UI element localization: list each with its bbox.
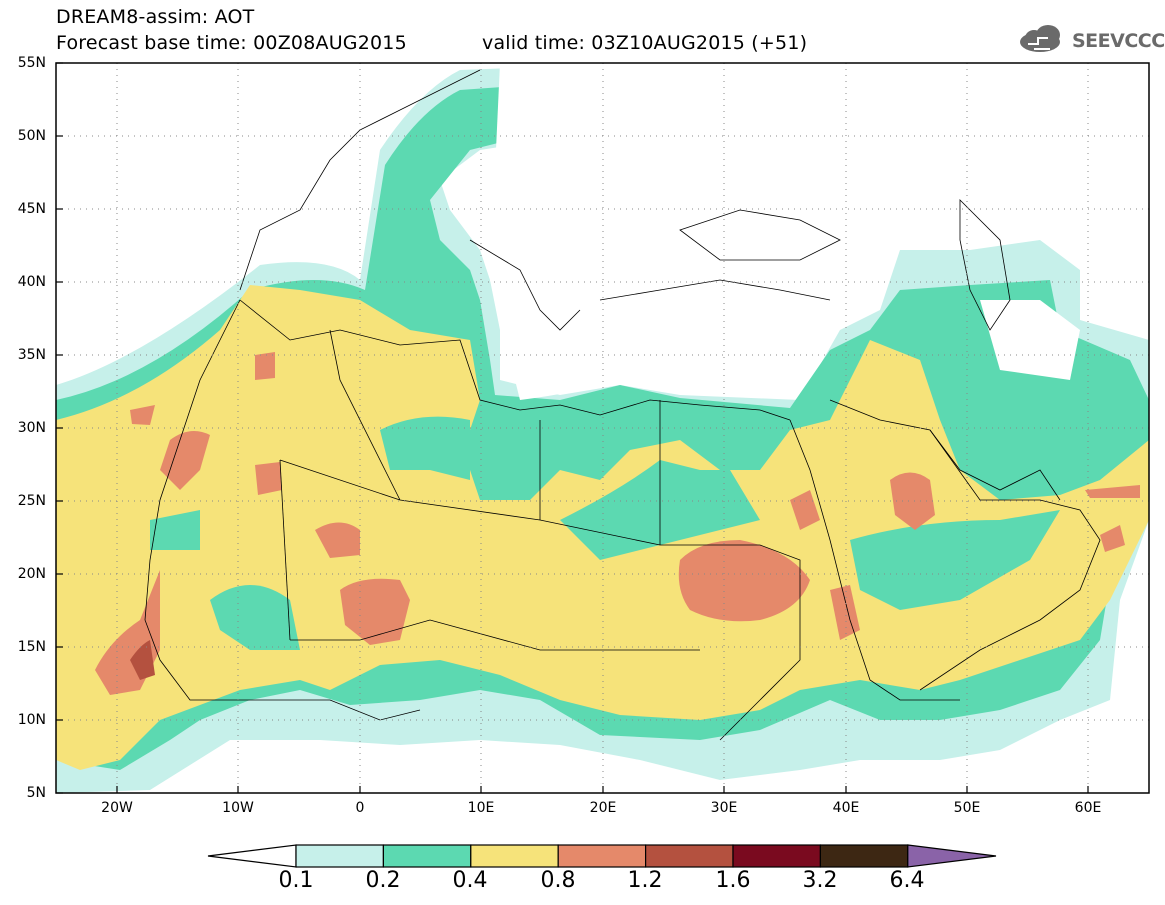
colorbar-swatch: [644, 844, 734, 868]
lat-label: 50N: [17, 128, 46, 144]
aot-band-0.2: [380, 416, 470, 480]
lon-label: 20E: [589, 800, 617, 816]
aot-band-0.8: [1085, 485, 1140, 498]
aot-band-0.8: [790, 490, 820, 530]
aot-band-0.8: [890, 472, 935, 530]
graticule: [56, 63, 1149, 793]
colorbar-label: 0.1: [278, 868, 314, 893]
coastline-arabia: [829, 399, 1101, 691]
axis-ticks: [56, 62, 1089, 794]
border-algeria: [329, 329, 401, 501]
colorbar-swatch: [295, 844, 385, 868]
aot-band-0.8: [340, 578, 410, 645]
aot-band-0.2: [150, 510, 200, 550]
valid-time: valid time: 03Z10AUG2015 (+51): [482, 32, 808, 54]
colorbar-label: 1.2: [627, 868, 663, 893]
border-sahel: [290, 619, 700, 651]
coastline-west-africa: [144, 299, 421, 721]
aot-band-0.2: [850, 510, 1060, 610]
coastline-turkey: [599, 279, 831, 301]
colorbar-label: 0.2: [365, 868, 401, 893]
lat-label: 5N: [26, 785, 46, 801]
coastline-europe: [239, 69, 481, 291]
colorbar-label: 0.8: [540, 868, 576, 893]
aot-band-0.8: [255, 462, 282, 495]
colorbar-label: 0.4: [452, 868, 488, 893]
colorbar-label: 1.6: [715, 868, 751, 893]
lon-label: 40E: [832, 800, 860, 816]
aot-band-0.8: [160, 431, 210, 490]
coastline-italy: [469, 239, 581, 331]
aot-band-0.8: [255, 352, 275, 380]
aot-band-0.8: [315, 522, 360, 558]
lon-label: 30E: [710, 800, 738, 816]
colorbar-label: 6.4: [889, 868, 925, 893]
lat-label: 55N: [17, 55, 46, 71]
lon-label: 50E: [953, 800, 981, 816]
lon-label: 10E: [467, 800, 495, 816]
aot-band-0.8: [1100, 525, 1125, 552]
coastline-caspian: [959, 199, 1011, 331]
colorbar-swatch: [557, 844, 647, 868]
border-east-africa: [719, 544, 801, 741]
cloud-icon: [1020, 25, 1060, 52]
aot-band-0.8: [678, 540, 810, 622]
lon-label: 60E: [1074, 800, 1102, 816]
lat-label: 45N: [17, 201, 46, 217]
coastline-red-sea: [789, 419, 960, 701]
colorbar-swatch: [382, 844, 472, 868]
lat-label: 20N: [17, 566, 46, 582]
forecast-base-time: Forecast base time: 00Z08AUG2015: [56, 32, 407, 54]
colorbar-label: 3.2: [802, 868, 838, 893]
aot-band-1.2: [130, 640, 155, 680]
map-title: DREAM8-assim: AOT: [56, 6, 255, 28]
lon-label: 10W: [222, 800, 254, 816]
lat-label: 40N: [17, 274, 46, 290]
lat-label: 25N: [17, 493, 46, 509]
lon-label: 20W: [101, 800, 133, 816]
aot-band-0.2: [210, 585, 300, 650]
lat-label: 10N: [17, 712, 46, 728]
colorbar-swatch: [819, 844, 909, 868]
coastline-black-sea: [679, 209, 841, 261]
lat-label: 15N: [17, 639, 46, 655]
lat-label: 30N: [17, 420, 46, 436]
lat-label: 35N: [17, 347, 46, 363]
colorbar-swatch: [732, 844, 822, 868]
border-mali: [279, 459, 291, 641]
aot-band-0.8: [130, 405, 155, 425]
aot-clear-area: [980, 300, 1080, 380]
logo-text: SEEVCCC: [1072, 30, 1165, 52]
coastline-north-africa: [239, 299, 791, 421]
colorbar-swatch: [207, 844, 297, 868]
colorbar-swatch: [907, 844, 997, 868]
lon-label: 0: [355, 800, 365, 816]
colorbar-swatch: [470, 844, 559, 868]
coastline-persian-gulf: [929, 429, 1061, 501]
